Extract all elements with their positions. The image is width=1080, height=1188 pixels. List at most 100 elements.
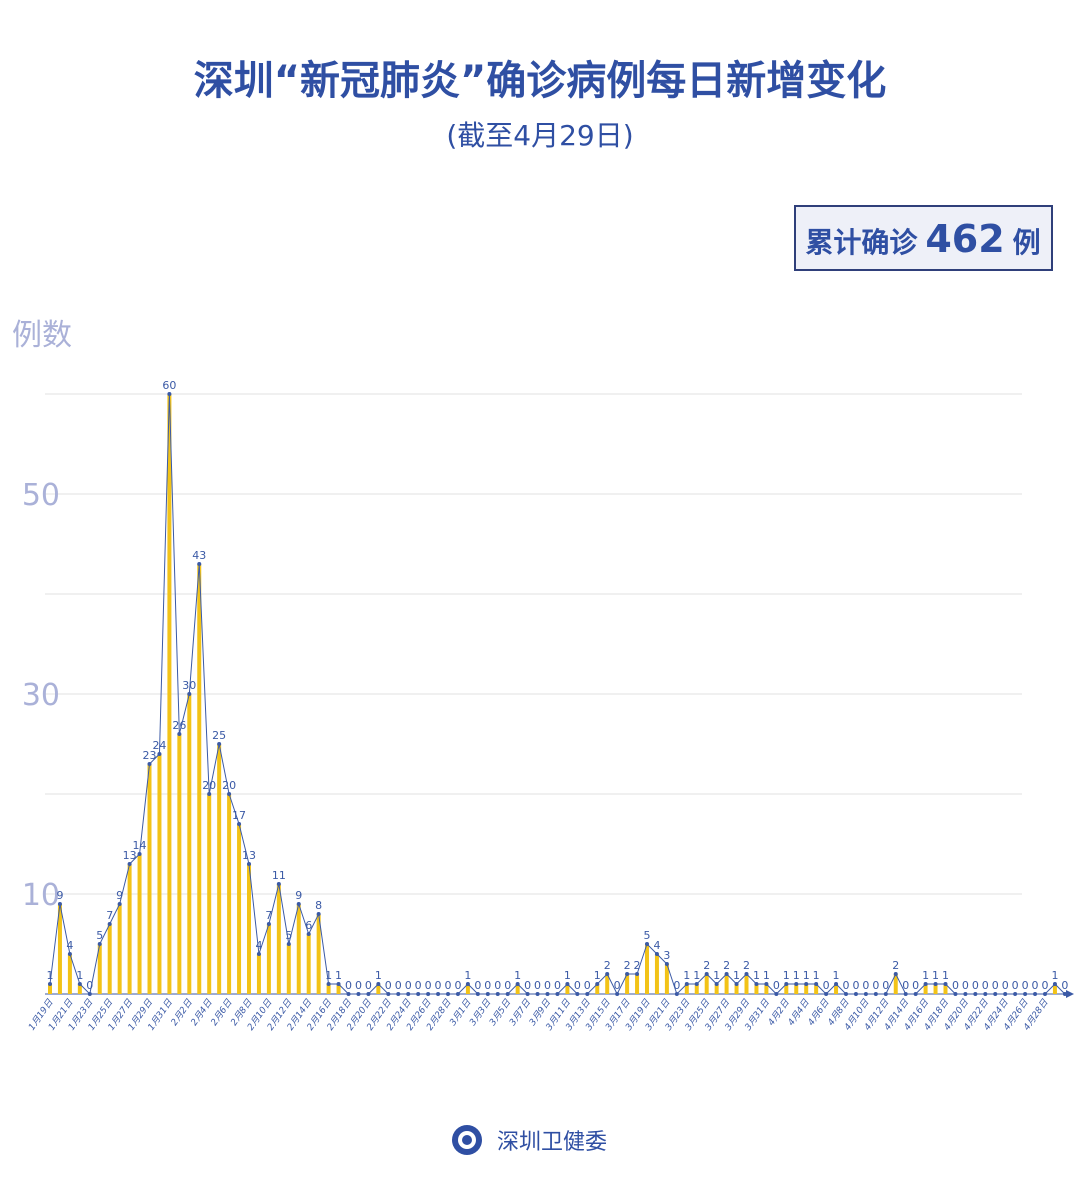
point	[804, 982, 809, 986]
footer-logo	[452, 1125, 482, 1155]
data-label: 0	[614, 979, 621, 992]
bar	[107, 924, 112, 994]
point	[734, 982, 739, 986]
point	[386, 992, 391, 996]
point	[844, 992, 848, 996]
point	[794, 982, 799, 986]
point	[455, 992, 460, 996]
data-label: 2	[604, 959, 611, 972]
point	[57, 902, 62, 906]
point	[714, 982, 719, 986]
bar	[804, 984, 809, 994]
data-label: 0	[992, 979, 999, 992]
data-label: 9	[56, 889, 63, 902]
bar	[207, 794, 212, 994]
point	[953, 992, 958, 996]
point	[615, 992, 620, 996]
data-label: 0	[912, 979, 919, 992]
bar	[744, 974, 749, 994]
data-label: 1	[753, 969, 760, 982]
point	[465, 982, 470, 986]
point	[913, 992, 918, 996]
point	[266, 922, 271, 926]
chart-title: 深圳“新冠肺炎”确诊病例每日新增变化	[194, 58, 887, 104]
point	[127, 862, 132, 866]
data-label: 1	[813, 969, 820, 982]
bar	[734, 984, 739, 994]
data-label: 1	[47, 969, 54, 982]
bar	[625, 974, 630, 994]
data-label: 5	[644, 929, 651, 942]
data-label: 1	[793, 969, 800, 982]
bar	[784, 984, 789, 994]
point	[187, 692, 192, 696]
point	[376, 982, 381, 986]
bar	[694, 984, 699, 994]
point	[316, 912, 321, 916]
bar	[754, 984, 759, 994]
bar	[923, 984, 928, 994]
data-label: 1	[464, 969, 471, 982]
bar	[376, 984, 381, 994]
point	[107, 922, 112, 926]
data-label: 0	[365, 979, 372, 992]
data-label: 0	[972, 979, 979, 992]
bar	[97, 944, 102, 994]
data-label: 0	[673, 979, 680, 992]
data-label: 0	[405, 979, 412, 992]
point	[525, 992, 530, 996]
point	[674, 992, 679, 996]
point	[645, 942, 649, 946]
bar	[266, 924, 271, 994]
bar	[306, 934, 311, 994]
point	[97, 942, 102, 946]
point	[893, 972, 898, 976]
data-label: 2	[892, 959, 899, 972]
data-label: 2	[703, 959, 710, 972]
data-label: 1	[683, 969, 690, 982]
point	[366, 992, 371, 996]
point	[346, 992, 351, 996]
data-label: 1	[733, 969, 740, 982]
bar	[286, 944, 291, 994]
data-label: 2	[624, 959, 631, 972]
bar	[217, 744, 222, 994]
point	[117, 902, 122, 906]
point	[575, 992, 580, 996]
data-label: 0	[882, 979, 889, 992]
point	[883, 992, 888, 996]
data-label: 0	[484, 979, 491, 992]
bar	[157, 754, 162, 994]
bar	[814, 984, 819, 994]
bar	[645, 944, 649, 994]
point	[416, 992, 421, 996]
point	[396, 992, 401, 996]
bar	[227, 794, 232, 994]
point	[1023, 992, 1028, 996]
data-label: 1	[942, 969, 949, 982]
point	[475, 992, 480, 996]
point	[684, 982, 689, 986]
bar	[515, 984, 520, 994]
point	[1062, 992, 1067, 996]
bar	[565, 984, 570, 994]
point	[67, 952, 72, 956]
data-label: 0	[1061, 979, 1068, 992]
point	[694, 982, 699, 986]
data-label: 11	[272, 869, 286, 882]
summary-box	[794, 205, 1053, 271]
data-label: 1	[803, 969, 810, 982]
data-label: 3	[663, 949, 670, 962]
data-label: 0	[862, 979, 869, 992]
bar	[336, 984, 341, 994]
data-label: 20	[222, 779, 236, 792]
data-label: 1	[325, 969, 332, 982]
bar	[684, 984, 689, 994]
point	[306, 932, 311, 936]
data-label: 5	[96, 929, 103, 942]
point	[595, 982, 600, 986]
data-label: 4	[653, 939, 660, 952]
data-label: 9	[116, 889, 123, 902]
data-label: 0	[773, 979, 780, 992]
point	[1013, 992, 1018, 996]
